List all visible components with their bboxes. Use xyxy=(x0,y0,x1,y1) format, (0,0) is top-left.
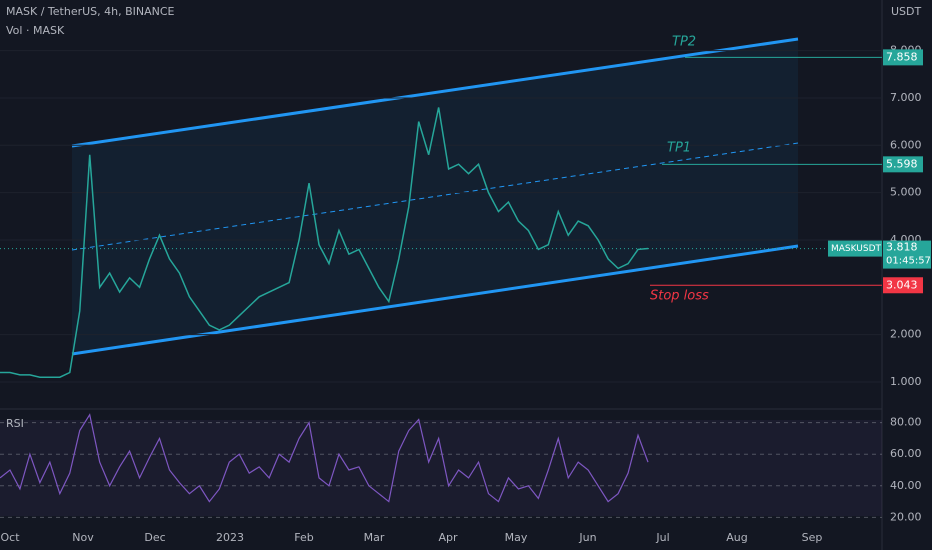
time-label: 2023 xyxy=(216,531,244,544)
target-label: Stop loss xyxy=(650,289,709,304)
channel-lower xyxy=(71,244,799,356)
time-label: Mar xyxy=(364,531,385,544)
target-label: TP1 xyxy=(667,141,691,156)
price-tag xyxy=(883,49,923,66)
time-label: Oct xyxy=(0,531,20,544)
rsi-line xyxy=(0,413,649,503)
countdown: 01:45:57 xyxy=(886,256,931,267)
time-label: Feb xyxy=(294,531,313,544)
price-tag-text: 7.858 xyxy=(886,50,918,63)
rsi-tick-label: 40.00 xyxy=(890,479,922,492)
price-tag xyxy=(883,277,923,294)
rsi-title: RSI xyxy=(6,417,24,430)
price-tag-text: 3.043 xyxy=(886,278,918,291)
symbol-title: MASK / TetherUS, 4h, BINANCE xyxy=(6,5,175,18)
price-tick-label: 6.000 xyxy=(890,138,922,151)
time-label: Nov xyxy=(72,531,94,544)
symbol-tag xyxy=(828,240,882,257)
price-tick-label: 2.000 xyxy=(890,328,922,341)
volume-title: Vol · MASK xyxy=(6,24,65,37)
symbol-tag-text: MASKUSDT xyxy=(831,244,882,254)
time-label: Jul xyxy=(655,531,669,544)
price-tick-label: 7.000 xyxy=(890,91,922,104)
rsi-tick-label: 60.00 xyxy=(890,447,922,460)
price-tag xyxy=(883,156,923,173)
rsi-band xyxy=(0,420,882,516)
time-label: May xyxy=(505,531,528,544)
time-label: Aug xyxy=(726,531,747,544)
channel-upper xyxy=(71,37,799,148)
last-tag xyxy=(883,240,931,269)
time-label: Jun xyxy=(578,531,596,544)
price-tick-label: 5.000 xyxy=(890,186,922,199)
time-label: Apr xyxy=(438,531,458,544)
time-label: Sep xyxy=(802,531,823,544)
currency: USDT xyxy=(891,5,922,18)
rsi-tick-label: 80.00 xyxy=(890,416,922,429)
price-tick-label: 1.000 xyxy=(890,375,922,388)
channel-fill xyxy=(72,39,798,354)
rsi-tick-label: 20.00 xyxy=(890,510,922,523)
last-price: 3.818 xyxy=(886,241,918,254)
price-tag-text: 5.598 xyxy=(886,157,918,170)
target-label: TP2 xyxy=(672,35,696,50)
time-label: Dec xyxy=(144,531,165,544)
